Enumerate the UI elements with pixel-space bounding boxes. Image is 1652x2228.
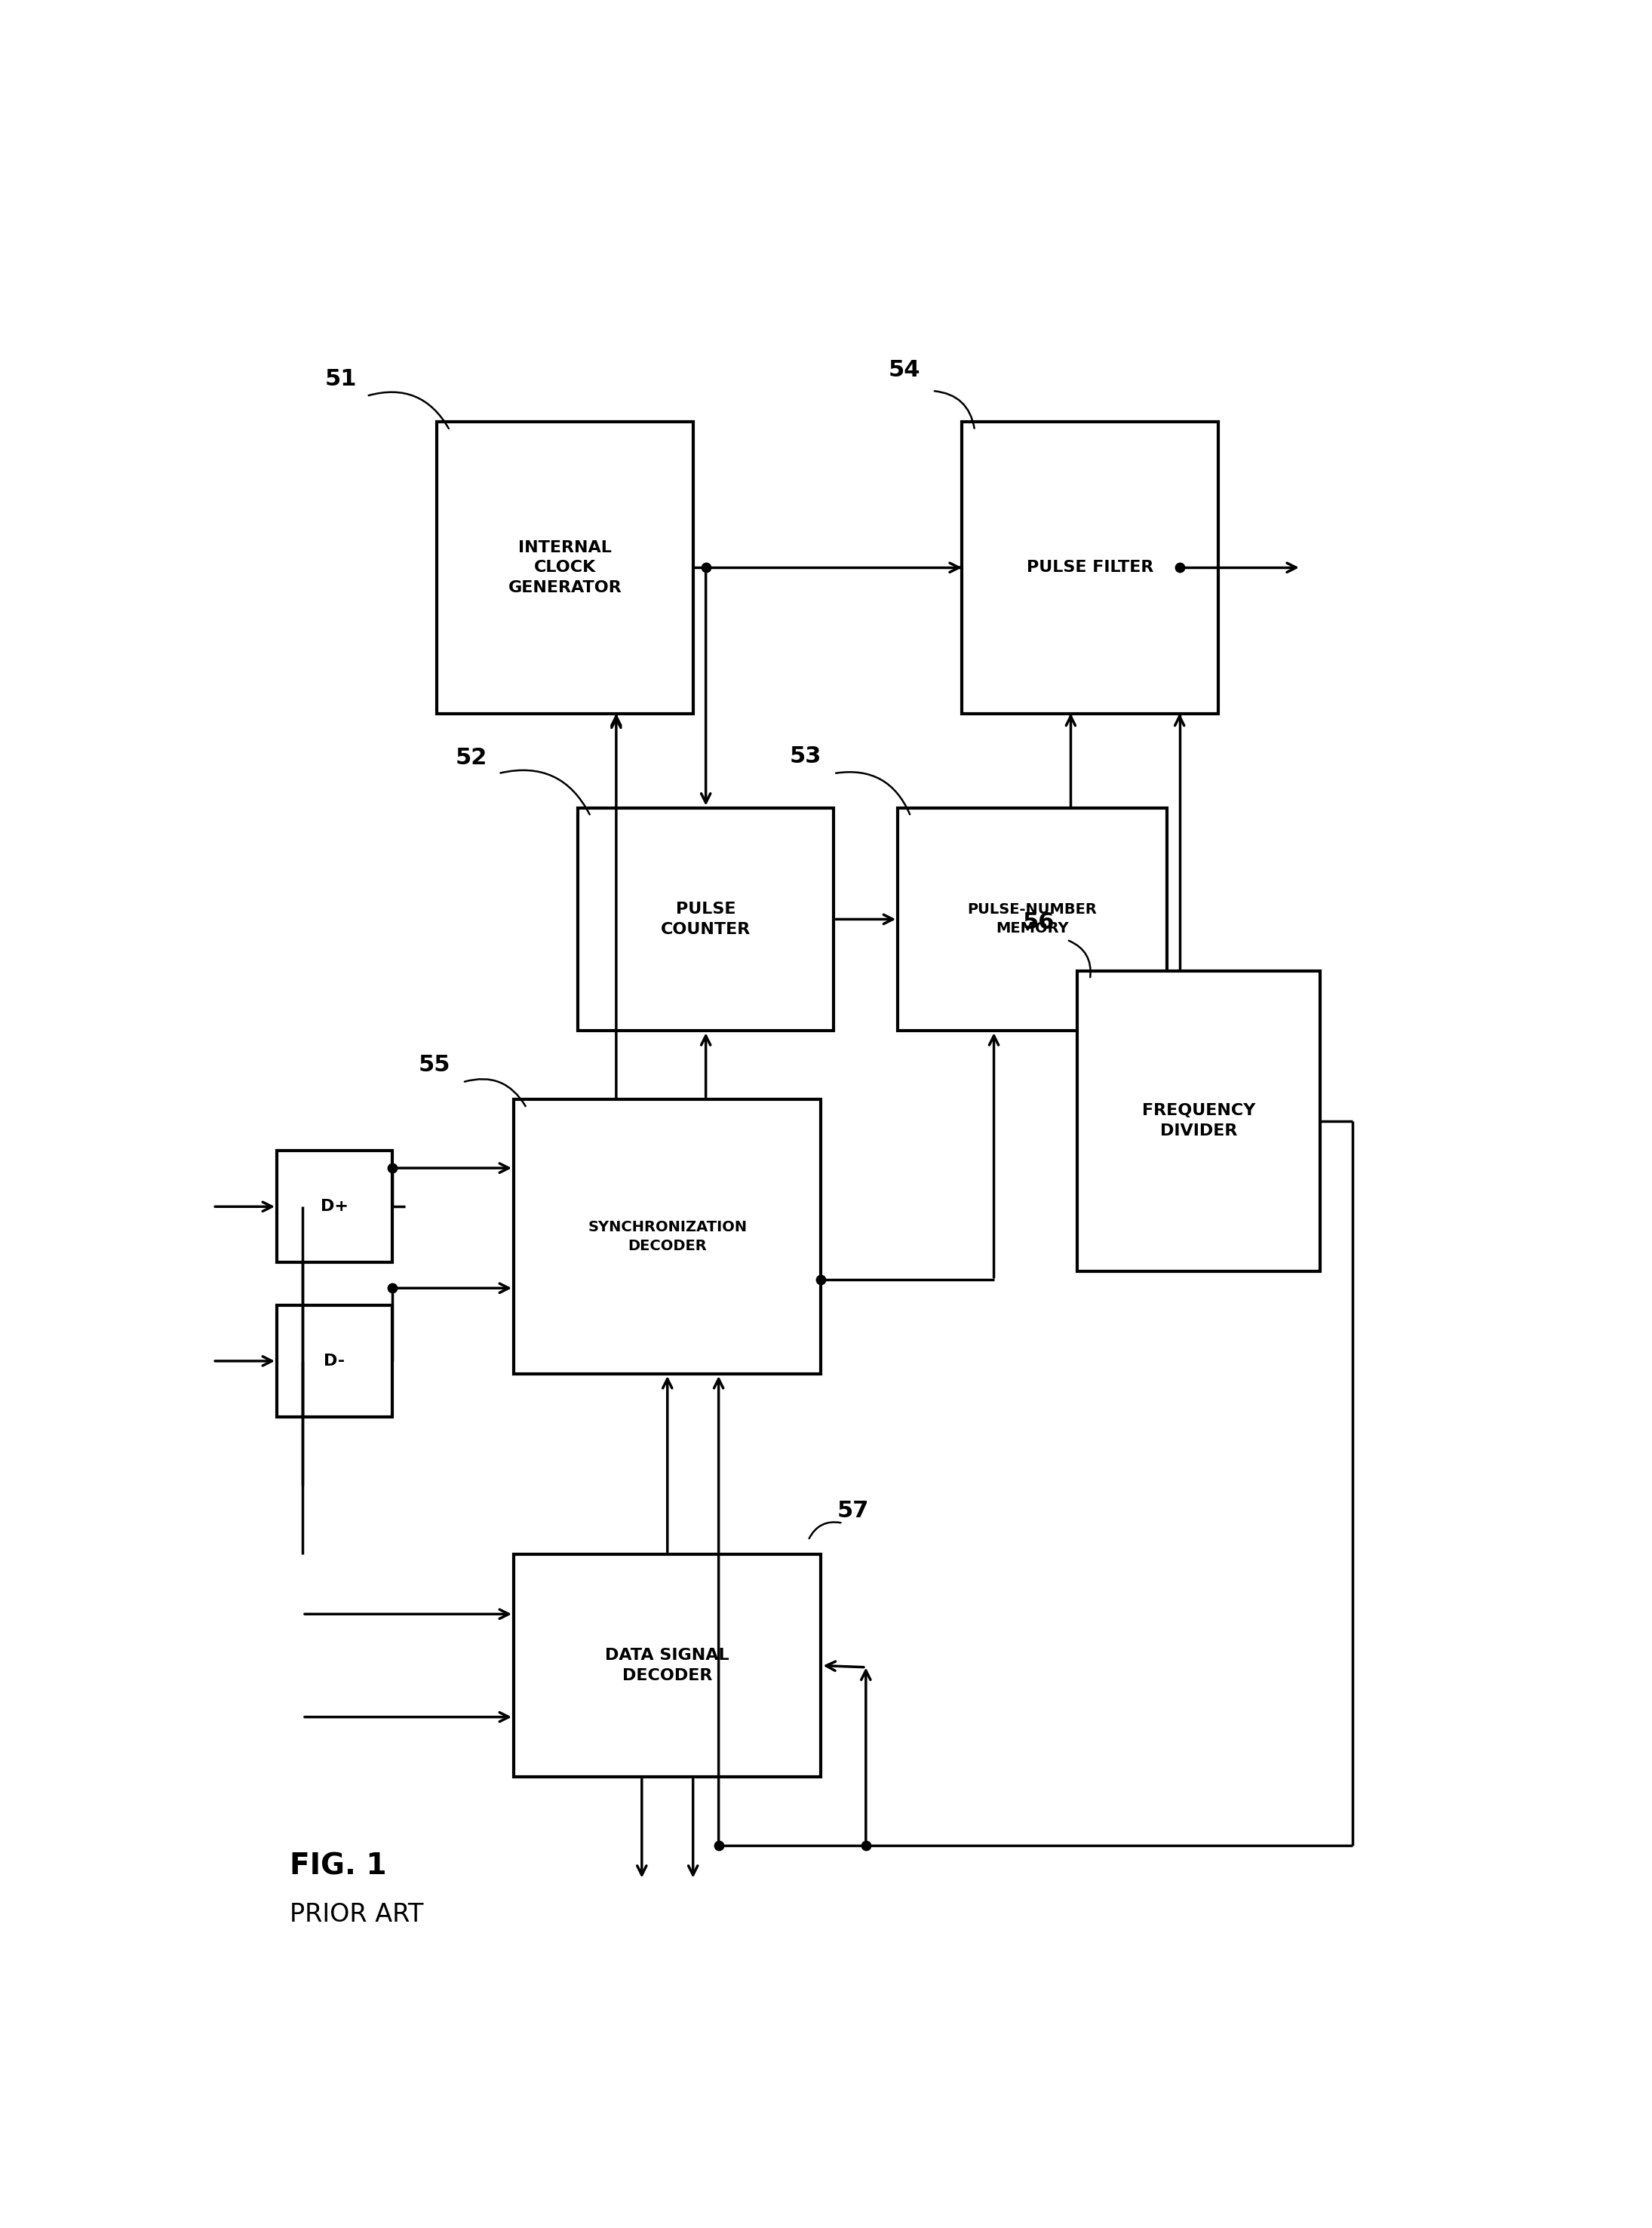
Bar — [514, 1098, 821, 1375]
Text: INTERNAL
CLOCK
GENERATOR: INTERNAL CLOCK GENERATOR — [509, 539, 621, 595]
Text: 56: 56 — [1023, 911, 1054, 934]
Bar — [899, 809, 1166, 1032]
Text: 54: 54 — [889, 359, 920, 381]
Point — [378, 1270, 405, 1306]
Bar — [278, 1152, 392, 1263]
Text: 53: 53 — [790, 746, 821, 766]
Text: PRIOR ART: PRIOR ART — [289, 1903, 423, 1927]
Text: FIG. 1: FIG. 1 — [289, 1851, 387, 1880]
Text: FREQUENCY
DIVIDER: FREQUENCY DIVIDER — [1142, 1103, 1256, 1139]
Point — [692, 550, 719, 586]
Bar — [436, 421, 694, 713]
Bar — [1077, 971, 1320, 1270]
Text: SYNCHRONIZATION
DECODER: SYNCHRONIZATION DECODER — [588, 1221, 747, 1254]
Text: 57: 57 — [838, 1499, 869, 1522]
Bar — [514, 1555, 821, 1778]
Text: 55: 55 — [418, 1054, 451, 1076]
Text: D-: D- — [324, 1352, 345, 1368]
Point — [808, 1261, 834, 1297]
Bar — [961, 421, 1218, 713]
Text: D+: D+ — [320, 1199, 349, 1214]
Text: 52: 52 — [456, 746, 487, 769]
Point — [1166, 550, 1193, 586]
Point — [378, 1150, 405, 1185]
Text: 51: 51 — [325, 368, 357, 390]
Text: PULSE-NUMBER
MEMORY: PULSE-NUMBER MEMORY — [968, 902, 1097, 936]
Point — [852, 1827, 879, 1863]
Text: PULSE
COUNTER: PULSE COUNTER — [661, 902, 750, 936]
Bar — [578, 809, 834, 1032]
Bar — [278, 1306, 392, 1417]
Text: PULSE FILTER: PULSE FILTER — [1026, 559, 1153, 575]
Point — [705, 1827, 732, 1863]
Text: DATA SIGNAL
DECODER: DATA SIGNAL DECODER — [605, 1649, 730, 1682]
